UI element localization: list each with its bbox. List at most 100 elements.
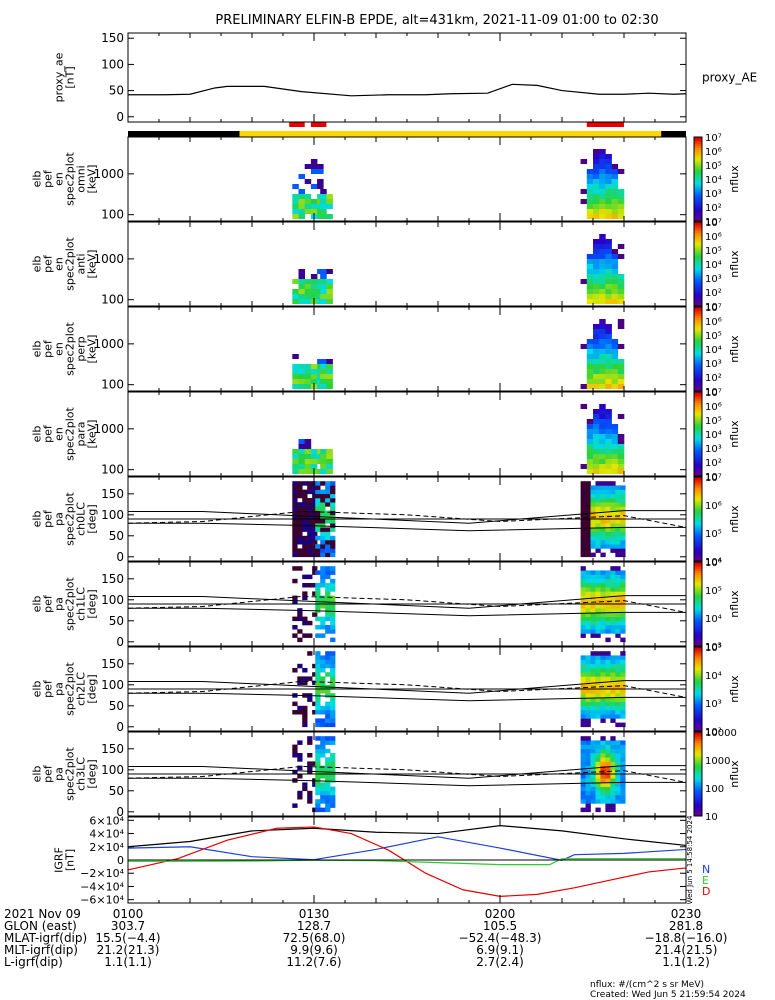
- pitch-angle-cell: [330, 629, 336, 634]
- colorbar-cell: [694, 554, 702, 558]
- pitch-angle-cell: [330, 548, 336, 553]
- spectrogram-cell: [599, 244, 606, 249]
- spectrogram-cell: [611, 254, 619, 259]
- pitch-angle-cell: [585, 489, 591, 495]
- pitch-angle-cell: [590, 782, 596, 787]
- spectrogram-cell: [599, 369, 606, 374]
- pitch-angle-cell: [307, 510, 313, 516]
- colorbar-cell: [694, 657, 702, 661]
- pitch-angle-cell: [600, 544, 606, 549]
- pitch-angle-cell: [307, 620, 313, 626]
- pitch-angle-cell: [325, 672, 331, 677]
- pitch-angle-cell: [312, 782, 318, 787]
- colorbar-cell: [694, 481, 702, 484]
- pitch-angle-cell: [320, 578, 326, 584]
- y-tick-label: 100: [101, 57, 124, 71]
- colorbar-cell: [694, 149, 702, 153]
- pitch-angle-cell: [610, 612, 616, 617]
- colorbar-cell: [694, 164, 702, 167]
- spectrogram-cell: [580, 464, 588, 469]
- spectrogram-cell: [298, 194, 305, 199]
- pitch-angle-cell: [580, 778, 586, 783]
- pitch-angle-cell: [325, 761, 331, 766]
- pitch-angle-cell: [610, 566, 616, 571]
- colorbar-cell: [694, 676, 702, 679]
- spectrogram-cell: [599, 149, 606, 154]
- pitch-angle-cell: [590, 620, 596, 626]
- pitch-angle-cell: [595, 574, 601, 580]
- spectrogram-cell: [298, 289, 305, 294]
- spectrogram-cell: [611, 379, 619, 384]
- colorbar-cell: [694, 535, 702, 539]
- pitch-angle-cell: [600, 629, 606, 634]
- colorbar-cell: [694, 627, 702, 630]
- pitch-angle-cell: [325, 714, 331, 719]
- pitch-angle-cell: [585, 799, 591, 804]
- spectrogram-cell: [580, 384, 588, 389]
- pitch-angle-cell: [620, 740, 626, 745]
- spectrogram-cell: [298, 174, 305, 179]
- spectrogram-cell: [326, 214, 333, 219]
- science-zone-marker: [310, 122, 327, 127]
- pitch-angle-cell: [315, 625, 321, 630]
- pitch-angle-cell: [325, 502, 331, 507]
- pitch-angle-cell: [580, 519, 586, 524]
- spectrogram-cell: [292, 379, 299, 384]
- spectrogram-cell: [599, 364, 606, 369]
- pitch-angle-cell: [297, 552, 303, 558]
- pitch-angle-cell: [315, 535, 321, 541]
- pitch-angle-cell: [590, 570, 596, 575]
- colorbar-cell: [694, 359, 702, 363]
- y-axis-label: elb: [31, 681, 44, 698]
- pitch-angle-cell: [297, 535, 303, 541]
- pitch-angle-cell: [615, 782, 621, 787]
- pitch-angle-cell: [580, 740, 586, 745]
- pitch-angle-cell: [585, 705, 591, 711]
- pitch-angle-cell: [585, 689, 591, 694]
- spectrogram-cell: [292, 294, 299, 299]
- pitch-angle-cell: [580, 736, 586, 741]
- spectrogram-cell: [611, 464, 619, 469]
- pitch-angle-cell: [325, 595, 331, 601]
- pitch-angle-cell: [292, 566, 298, 571]
- pitch-angle-cell: [590, 655, 596, 660]
- pitch-angle-cell: [605, 748, 611, 754]
- colorbar-tick-label: 10⁵: [705, 331, 722, 342]
- spectrogram-cell: [611, 449, 619, 454]
- pitch-angle-cell: [292, 595, 298, 601]
- pitch-angle-cell: [307, 676, 313, 681]
- pitch-angle-cell: [610, 519, 616, 524]
- spectrogram-cell: [593, 419, 600, 424]
- pitch-angle-cell: [325, 604, 331, 609]
- pitch-angle-cell: [605, 701, 611, 707]
- colorbar-cell: [694, 193, 702, 197]
- colorbar-cell: [694, 703, 702, 707]
- spectrogram-cell: [605, 174, 612, 179]
- pitch-angle-cell: [312, 485, 318, 490]
- pitch-angle-cell: [330, 672, 336, 677]
- pitch-angle-cell: [595, 519, 601, 524]
- pitch-angle-cell: [615, 519, 621, 524]
- pitch-angle-cell: [605, 502, 611, 507]
- pitch-angle-cell: [620, 790, 626, 796]
- pitch-angle-cell: [585, 765, 591, 771]
- colorbar-cell: [694, 471, 702, 475]
- spectrogram-cell: [617, 244, 625, 249]
- colorbar-cell: [694, 710, 702, 713]
- spectrogram-cell: [611, 269, 619, 274]
- pitch-angle-cell: [580, 761, 586, 766]
- pitch-angle-cell: [615, 527, 621, 532]
- colorbar-cell: [694, 500, 702, 503]
- pitch-angle-cell: [590, 701, 596, 707]
- pitch-angle-cell: [320, 718, 326, 723]
- pitch-angle-cell: [297, 795, 303, 800]
- spectrogram-cell: [586, 339, 594, 344]
- series-line-green: [128, 858, 686, 866]
- pitch-angle-cell: [307, 633, 313, 638]
- spectrogram-cell: [586, 454, 594, 459]
- pitch-angle-cell: [620, 578, 626, 584]
- colorbar-cell: [694, 678, 702, 682]
- spectrogram-cell: [611, 274, 619, 279]
- spectrogram-cell: [599, 159, 606, 164]
- pitch-angle-cell: [585, 722, 591, 728]
